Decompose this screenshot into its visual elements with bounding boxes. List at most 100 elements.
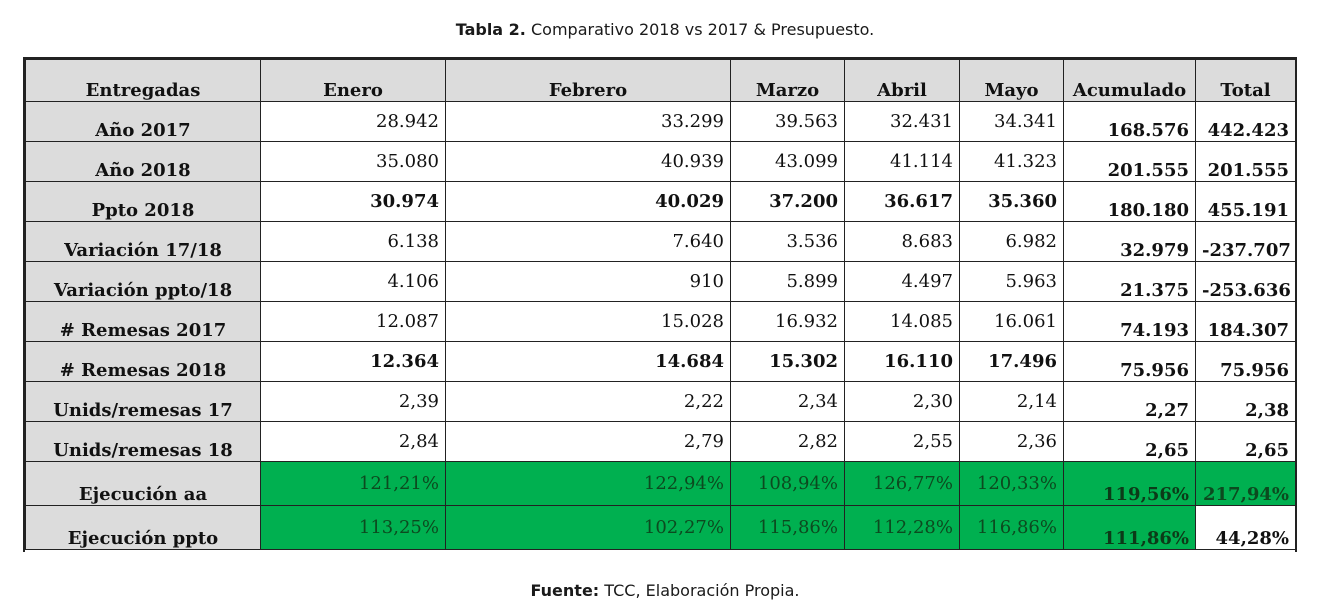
value-cell: 5.963 bbox=[959, 261, 1064, 302]
comparison-table: Entregadas Enero Febrero Marzo Abril May… bbox=[25, 59, 1295, 550]
table-row: Unids/remesas 17 2,39 2,22 2,34 2,30 2,14 2,27… bbox=[25, 381, 1295, 422]
total-cell: 442.423 bbox=[1195, 101, 1295, 142]
acumulado-cell: 21.375 bbox=[1063, 261, 1196, 302]
value-cell: 14.684 bbox=[445, 341, 731, 382]
value-cell: 7.640 bbox=[445, 221, 731, 262]
table-row: Ejecución ppto 113,25% 102,27% 115,86% 112,2… bbox=[25, 505, 1295, 550]
source-label: Fuente: bbox=[530, 581, 600, 600]
value-cell: 2,55 bbox=[844, 421, 960, 462]
caption-text: Comparativo 2018 vs 2017 & Presupuesto. bbox=[530, 20, 875, 39]
value-cell: 34.341 bbox=[959, 101, 1064, 142]
total-cell: 2,65 bbox=[1195, 421, 1295, 462]
value-cell: 126,77% bbox=[844, 461, 960, 506]
header-row: Entregadas Enero Febrero Marzo Abril May… bbox=[25, 59, 1295, 102]
value-cell: 122,94% bbox=[445, 461, 731, 506]
table-row: Ejecución aa 121,21% 122,94% 108,94% 126,77%… bbox=[25, 461, 1295, 506]
table-row: # Remesas 2018 12.364 14.684 15.302 16.110 17… bbox=[25, 341, 1295, 382]
table-row: Unids/remesas 18 2,84 2,79 2,82 2,55 2,36 2,65… bbox=[25, 421, 1295, 462]
value-cell: 4.106 bbox=[260, 261, 446, 302]
row-label: # Remesas 2018 bbox=[25, 341, 261, 382]
value-cell: 36.617 bbox=[844, 181, 960, 222]
total-cell: -253.636 bbox=[1195, 261, 1295, 302]
row-label: Unids/remesas 18 bbox=[25, 421, 261, 462]
source-note: Fuente: TCC, Elaboración Propia. bbox=[0, 581, 1330, 600]
row-label: # Remesas 2017 bbox=[25, 301, 261, 342]
row-label: Variación ppto/18 bbox=[25, 261, 261, 302]
row-label: Ejecución ppto bbox=[25, 505, 261, 550]
total-cell: 75.956 bbox=[1195, 341, 1295, 382]
value-cell: 39.563 bbox=[730, 101, 845, 142]
acumulado-cell: 180.180 bbox=[1063, 181, 1196, 222]
value-cell: 120,33% bbox=[959, 461, 1064, 506]
table-row: Ppto 2018 30.974 40.029 37.200 36.617 35.360 1… bbox=[25, 181, 1295, 222]
value-cell: 35.360 bbox=[959, 181, 1064, 222]
header-cell: Marzo bbox=[730, 59, 845, 102]
value-cell: 3.536 bbox=[730, 221, 845, 262]
source-text: TCC, Elaboración Propia. bbox=[604, 581, 800, 600]
value-cell: 115,86% bbox=[730, 505, 845, 550]
acumulado-cell: 2,27 bbox=[1063, 381, 1196, 422]
value-cell: 40.029 bbox=[445, 181, 731, 222]
table-row: # Remesas 2017 12.087 15.028 16.932 14.085 16… bbox=[25, 301, 1295, 342]
header-cell: Acumulado bbox=[1063, 59, 1196, 102]
acumulado-cell: 2,65 bbox=[1063, 421, 1196, 462]
value-cell: 6.982 bbox=[959, 221, 1064, 262]
header-cell: Febrero bbox=[445, 59, 731, 102]
header-cell: Total bbox=[1195, 59, 1295, 102]
value-cell: 113,25% bbox=[260, 505, 446, 550]
table-row: Variación 17/18 6.138 7.640 3.536 8.683 6.982… bbox=[25, 221, 1295, 262]
acumulado-cell: 119,56% bbox=[1063, 461, 1196, 506]
value-cell: 2,39 bbox=[260, 381, 446, 422]
header-cell: Entregadas bbox=[25, 59, 261, 102]
value-cell: 33.299 bbox=[445, 101, 731, 142]
value-cell: 5.899 bbox=[730, 261, 845, 302]
value-cell: 2,22 bbox=[445, 381, 731, 422]
value-cell: 16.932 bbox=[730, 301, 845, 342]
value-cell: 15.028 bbox=[445, 301, 731, 342]
value-cell: 116,86% bbox=[959, 505, 1064, 550]
comparison-table-frame: Entregadas Enero Febrero Marzo Abril May… bbox=[23, 57, 1297, 552]
total-cell: -237.707 bbox=[1195, 221, 1295, 262]
total-cell: 217,94% bbox=[1195, 461, 1295, 506]
total-cell: 201.555 bbox=[1195, 141, 1295, 182]
value-cell: 2,79 bbox=[445, 421, 731, 462]
total-cell: 2,38 bbox=[1195, 381, 1295, 422]
value-cell: 32.431 bbox=[844, 101, 960, 142]
row-label: Año 2018 bbox=[25, 141, 261, 182]
total-cell: 184.307 bbox=[1195, 301, 1295, 342]
row-label: Ejecución aa bbox=[25, 461, 261, 506]
value-cell: 12.364 bbox=[260, 341, 446, 382]
header-cell: Enero bbox=[260, 59, 446, 102]
acumulado-cell: 75.956 bbox=[1063, 341, 1196, 382]
row-label: Unids/remesas 17 bbox=[25, 381, 261, 422]
value-cell: 28.942 bbox=[260, 101, 446, 142]
acumulado-cell: 168.576 bbox=[1063, 101, 1196, 142]
total-cell: 44,28% bbox=[1195, 505, 1295, 550]
value-cell: 40.939 bbox=[445, 141, 731, 182]
value-cell: 2,30 bbox=[844, 381, 960, 422]
table-row: Año 2017 28.942 33.299 39.563 32.431 34.341 16… bbox=[25, 101, 1295, 142]
acumulado-cell: 74.193 bbox=[1063, 301, 1196, 342]
value-cell: 112,28% bbox=[844, 505, 960, 550]
table-caption: Tabla 2. Comparativo 2018 vs 2017 & Pres… bbox=[0, 20, 1330, 39]
row-label: Año 2017 bbox=[25, 101, 261, 142]
total-cell: 455.191 bbox=[1195, 181, 1295, 222]
value-cell: 2,82 bbox=[730, 421, 845, 462]
header-cell: Abril bbox=[844, 59, 960, 102]
value-cell: 15.302 bbox=[730, 341, 845, 382]
value-cell: 2,36 bbox=[959, 421, 1064, 462]
value-cell: 14.085 bbox=[844, 301, 960, 342]
acumulado-cell: 32.979 bbox=[1063, 221, 1196, 262]
value-cell: 43.099 bbox=[730, 141, 845, 182]
value-cell: 12.087 bbox=[260, 301, 446, 342]
value-cell: 17.496 bbox=[959, 341, 1064, 382]
acumulado-cell: 111,86% bbox=[1063, 505, 1196, 550]
row-label: Variación 17/18 bbox=[25, 221, 261, 262]
value-cell: 2,84 bbox=[260, 421, 446, 462]
value-cell: 910 bbox=[445, 261, 731, 302]
value-cell: 102,27% bbox=[445, 505, 731, 550]
value-cell: 2,14 bbox=[959, 381, 1064, 422]
value-cell: 121,21% bbox=[260, 461, 446, 506]
caption-label: Tabla 2. bbox=[455, 20, 526, 39]
value-cell: 41.114 bbox=[844, 141, 960, 182]
